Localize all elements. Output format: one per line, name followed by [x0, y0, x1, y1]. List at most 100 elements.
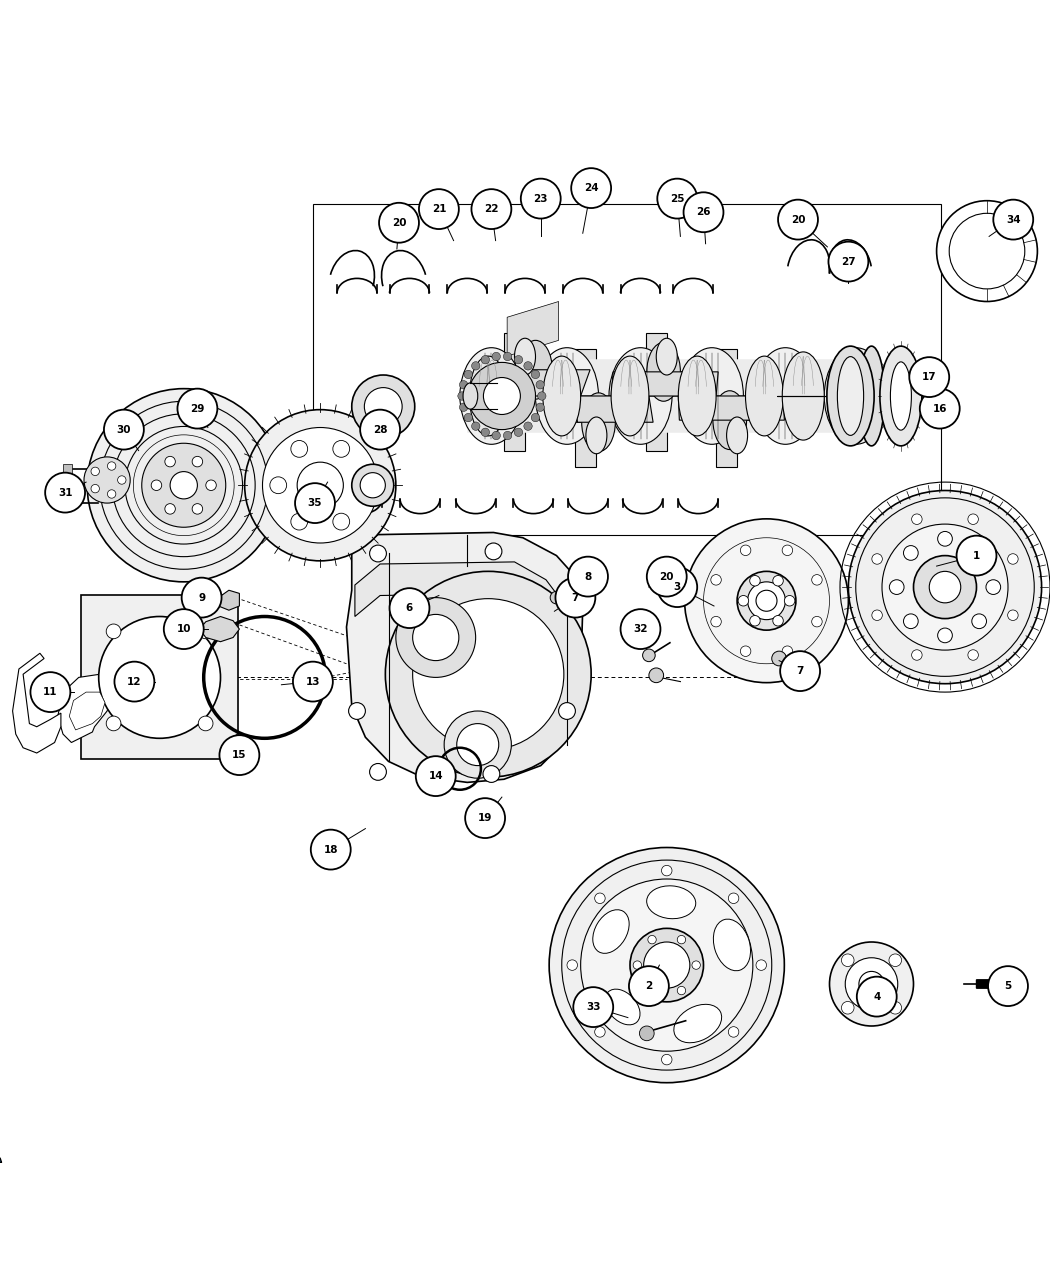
Ellipse shape: [647, 343, 680, 402]
Text: 21: 21: [432, 204, 446, 214]
Circle shape: [457, 724, 499, 765]
Circle shape: [538, 391, 546, 400]
Polygon shape: [200, 617, 239, 641]
Text: 19: 19: [478, 813, 492, 824]
Circle shape: [177, 389, 217, 428]
Text: 7: 7: [796, 666, 804, 676]
Circle shape: [524, 422, 532, 431]
Circle shape: [828, 242, 868, 282]
Circle shape: [957, 536, 996, 575]
Text: 28: 28: [373, 425, 387, 435]
Circle shape: [114, 662, 154, 701]
Circle shape: [937, 200, 1037, 301]
Circle shape: [483, 377, 521, 414]
Circle shape: [352, 375, 415, 439]
Circle shape: [573, 987, 613, 1028]
Circle shape: [729, 1026, 739, 1037]
Circle shape: [531, 413, 540, 422]
Circle shape: [106, 623, 121, 639]
Circle shape: [245, 409, 396, 561]
Circle shape: [780, 652, 820, 691]
Circle shape: [464, 370, 473, 379]
Circle shape: [198, 717, 213, 731]
Circle shape: [458, 391, 466, 400]
Text: 23: 23: [533, 194, 548, 204]
Polygon shape: [355, 562, 562, 617]
Circle shape: [756, 590, 777, 611]
Circle shape: [782, 544, 793, 556]
Circle shape: [419, 189, 459, 230]
Circle shape: [914, 556, 976, 618]
Circle shape: [84, 456, 130, 504]
Circle shape: [481, 428, 489, 436]
Circle shape: [471, 362, 480, 370]
Circle shape: [643, 649, 655, 662]
Circle shape: [379, 203, 419, 242]
Ellipse shape: [890, 362, 911, 430]
Circle shape: [662, 1054, 672, 1065]
Text: 5: 5: [1005, 980, 1011, 991]
Bar: [63, 464, 72, 474]
Text: 24: 24: [584, 184, 598, 193]
Circle shape: [460, 380, 468, 389]
Circle shape: [503, 431, 511, 440]
Text: 34: 34: [1006, 214, 1021, 224]
Circle shape: [468, 362, 536, 430]
Circle shape: [333, 440, 350, 458]
Text: 10: 10: [176, 623, 191, 634]
Circle shape: [841, 954, 854, 966]
Circle shape: [738, 595, 749, 606]
FancyArrow shape: [976, 978, 1006, 991]
Circle shape: [621, 609, 660, 649]
Circle shape: [413, 615, 459, 660]
Circle shape: [859, 972, 884, 997]
Text: 20: 20: [791, 214, 805, 224]
Circle shape: [889, 954, 902, 966]
Circle shape: [536, 403, 544, 412]
Circle shape: [182, 578, 222, 617]
Circle shape: [262, 427, 378, 543]
Circle shape: [692, 961, 700, 969]
Circle shape: [349, 703, 365, 719]
Circle shape: [909, 357, 949, 397]
Circle shape: [550, 592, 563, 604]
Circle shape: [293, 662, 333, 701]
Text: 12: 12: [127, 677, 142, 687]
Circle shape: [87, 389, 280, 581]
Circle shape: [684, 193, 723, 232]
Polygon shape: [507, 301, 559, 356]
Circle shape: [514, 356, 523, 363]
Polygon shape: [81, 595, 238, 760]
Circle shape: [471, 422, 480, 431]
Text: 25: 25: [670, 194, 685, 204]
Circle shape: [165, 504, 175, 514]
Polygon shape: [468, 370, 563, 397]
Circle shape: [988, 966, 1028, 1006]
Circle shape: [968, 514, 979, 524]
Ellipse shape: [605, 989, 640, 1025]
Polygon shape: [467, 360, 882, 432]
Bar: [716, 349, 737, 467]
Circle shape: [521, 179, 561, 218]
Ellipse shape: [469, 356, 507, 436]
Circle shape: [444, 711, 511, 778]
Circle shape: [633, 961, 642, 969]
Circle shape: [471, 189, 511, 230]
Text: 6: 6: [406, 603, 413, 613]
Text: 27: 27: [841, 256, 856, 266]
Circle shape: [142, 444, 226, 528]
Circle shape: [872, 553, 882, 565]
Text: 20: 20: [659, 571, 674, 581]
Circle shape: [938, 629, 952, 643]
Text: 9: 9: [198, 593, 205, 603]
Ellipse shape: [827, 346, 874, 446]
Circle shape: [91, 484, 100, 493]
Circle shape: [889, 580, 904, 594]
Circle shape: [536, 380, 544, 389]
Circle shape: [986, 580, 1001, 594]
Circle shape: [524, 362, 532, 370]
Ellipse shape: [611, 356, 649, 436]
Circle shape: [514, 428, 523, 436]
Circle shape: [192, 456, 203, 467]
Ellipse shape: [746, 356, 783, 436]
